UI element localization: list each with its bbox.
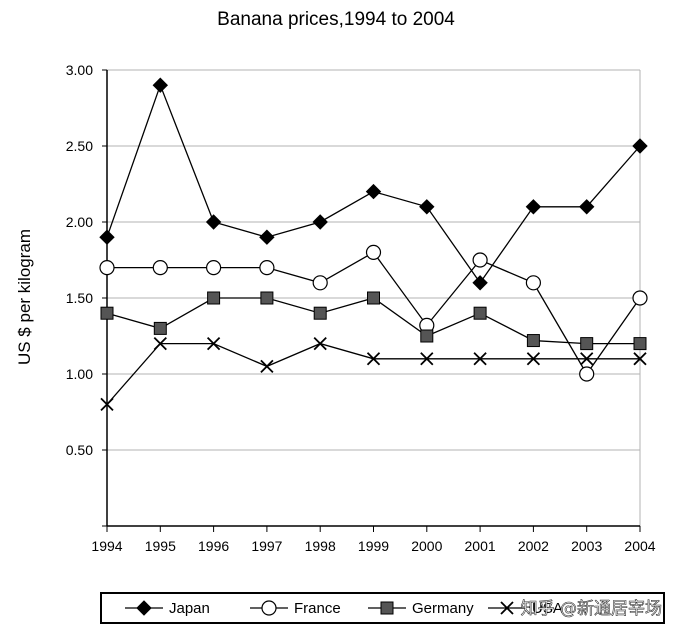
legend-label-usa: USA: [532, 600, 563, 617]
data-point-usa: [206, 336, 221, 351]
data-point-france: [312, 275, 328, 291]
data-point-france: [99, 260, 115, 276]
data-point-germany: [367, 291, 380, 305]
x-tick-label: 1999: [358, 538, 389, 554]
data-point-usa: [473, 352, 487, 366]
data-point-japan: [259, 229, 275, 245]
data-point-france: [632, 290, 648, 306]
data-point-usa: [366, 352, 381, 366]
data-point-japan: [99, 229, 115, 245]
legend-label-germany: Germany: [412, 600, 474, 617]
y-tick-label: 2.00: [66, 214, 93, 230]
data-point-france: [472, 252, 488, 268]
legend-marker-usa: [500, 601, 514, 615]
data-point-germany: [526, 334, 540, 348]
data-point-japan: [365, 183, 382, 200]
x-tick-label: 2003: [571, 538, 602, 554]
legend-marker-france: [261, 600, 277, 616]
x-tick-label: 2001: [465, 538, 496, 554]
data-point-usa: [526, 352, 541, 366]
series-group: [99, 77, 648, 412]
data-point-germany: [580, 337, 594, 351]
data-point-japan: [419, 199, 435, 215]
data-point-usa: [153, 336, 167, 351]
data-point-germany: [473, 306, 487, 320]
x-tick-label: 2000: [411, 538, 442, 554]
watermark: 知乎 @新通居宰场: [521, 599, 662, 619]
data-point-france: [206, 260, 222, 276]
x-tick-label: 1996: [198, 538, 229, 554]
series-line-germany: [106, 297, 640, 345]
data-point-usa: [580, 352, 594, 366]
axes: 3.00 2.50 2.00 1.50 1.00 0.50 1994 1995 1996 1997…: [66, 62, 656, 554]
legend-box: [100, 592, 665, 624]
data-point-japan: [152, 77, 169, 93]
x-tick-label: 1994: [91, 538, 122, 554]
data-point-germany: [633, 337, 647, 351]
x-tick-label: 1998: [305, 538, 336, 554]
data-point-france: [579, 366, 595, 382]
x-tick-label: 2004: [624, 538, 655, 554]
y-axis-label: US $ per kilogram: [15, 229, 34, 365]
data-point-germany: [153, 321, 167, 335]
data-point-germany: [313, 306, 327, 320]
data-point-usa: [260, 359, 274, 374]
legend-label-france: France: [294, 600, 341, 617]
x-tick-label: 1997: [251, 538, 282, 554]
data-point-japan: [578, 199, 595, 215]
data-point-japan: [312, 214, 328, 230]
data-point-france: [365, 244, 382, 260]
legend-marker-japan: [136, 600, 152, 616]
data-point-germany: [260, 291, 274, 305]
y-tick-label: 3.00: [66, 62, 93, 78]
y-tick-label: 1.50: [66, 290, 93, 306]
data-point-japan: [205, 214, 222, 230]
data-point-france: [152, 260, 168, 276]
data-point-usa: [313, 336, 327, 351]
data-point-france: [259, 260, 275, 276]
y-tick-label: 0.50: [66, 442, 93, 458]
chart-title: Banana prices,1994 to 2004: [217, 9, 455, 30]
y-tick-label: 2.50: [66, 138, 93, 154]
x-tick-label: 2002: [518, 538, 549, 554]
legend: Japan France Germany USA: [100, 592, 665, 624]
data-point-germany: [420, 329, 434, 343]
legend-label-japan: Japan: [169, 600, 210, 617]
data-point-germany: [207, 291, 221, 305]
data-point-germany: [100, 306, 114, 320]
legend-marker-germany: [380, 601, 394, 615]
y-tick-label: 1.00: [66, 366, 93, 382]
data-point-usa: [420, 352, 434, 366]
data-point-usa: [100, 397, 114, 412]
data-point-usa: [633, 352, 647, 366]
data-point-japan: [632, 138, 648, 154]
data-point-france: [525, 275, 542, 291]
data-point-japan: [525, 199, 542, 215]
x-tick-label: 1995: [145, 538, 176, 554]
data-point-japan: [472, 275, 488, 291]
